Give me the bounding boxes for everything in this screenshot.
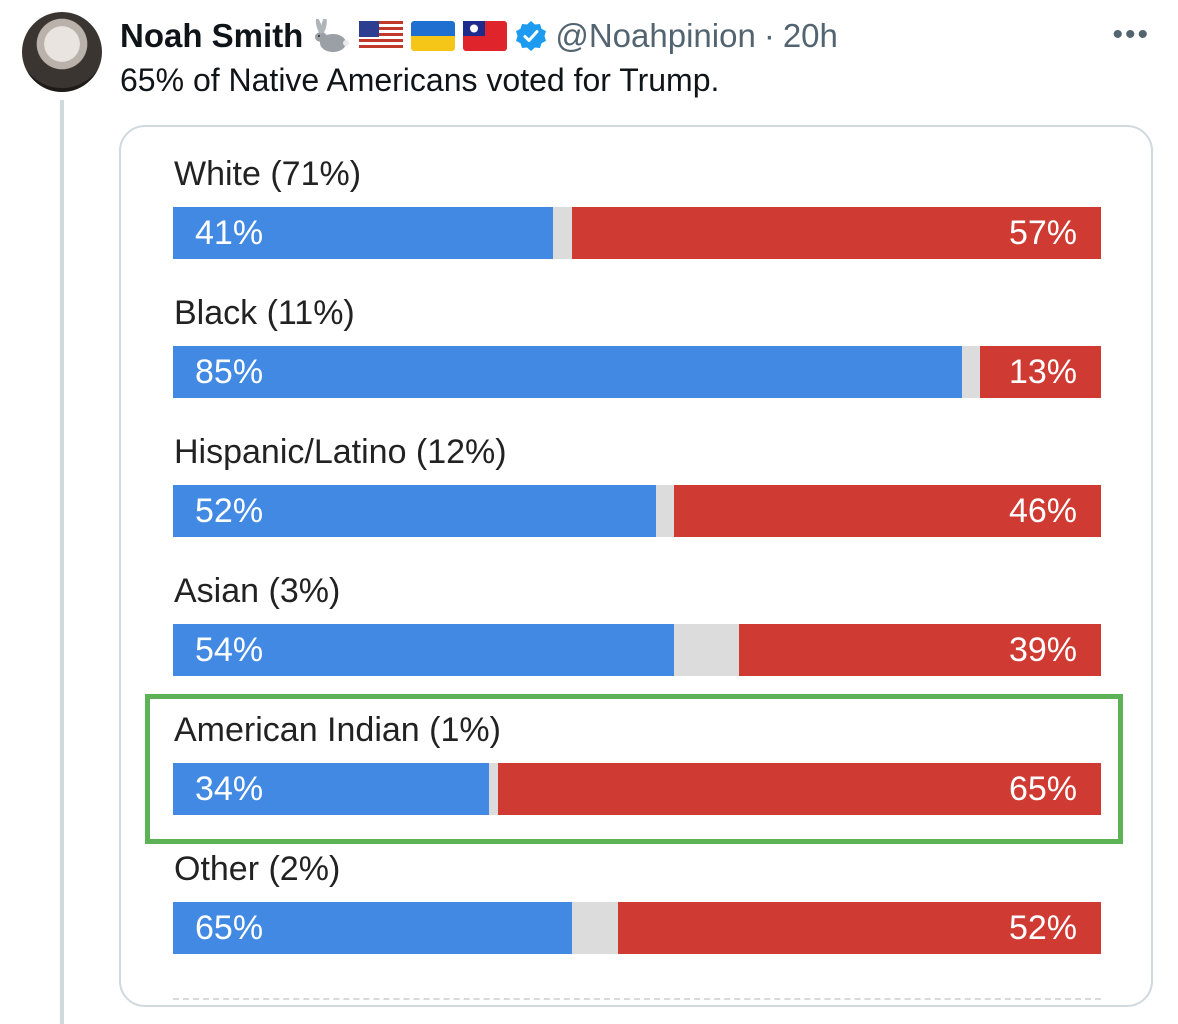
stacked-bar: 65% 52% <box>173 902 1101 954</box>
author-handle[interactable]: @Noahpinion <box>555 17 756 54</box>
stacked-bar: 85% 13% <box>173 346 1101 398</box>
data-label-red: 52% <box>1008 909 1077 947</box>
bar-segment-blue <box>173 902 573 954</box>
separator-dot: · <box>763 17 775 54</box>
bar-segment-blue <box>173 346 962 398</box>
chart-image-card[interactable]: White (71%) 41% 57% Black (11%) 85% 13% Hispan… <box>119 125 1153 1007</box>
author-avatar[interactable] <box>22 12 102 92</box>
verified-badge-icon <box>515 20 547 52</box>
category-label: Other (2%) <box>174 850 341 888</box>
data-label-red: 65% <box>1008 770 1077 808</box>
data-label-blue: 52% <box>195 492 264 530</box>
category-label: Asian (3%) <box>174 572 341 610</box>
bar-segment-red <box>980 346 1101 398</box>
bar-segment-red <box>497 763 1101 815</box>
data-label-blue: 85% <box>195 353 264 391</box>
stacked-bar: 41% 57% <box>173 207 1101 259</box>
category-label: White (71%) <box>174 155 362 193</box>
category-label: Black (11%) <box>174 294 355 332</box>
bar-segment-blue <box>173 485 656 537</box>
taiwan-flag-icon <box>463 21 508 51</box>
bar-segment-red <box>618 902 1101 954</box>
author-name[interactable]: Noah Smith <box>120 17 304 54</box>
tweet-timestamp[interactable]: 20h <box>782 17 838 54</box>
bar-segment-red <box>572 207 1101 259</box>
category-label: American Indian (1%) <box>174 711 501 749</box>
stacked-bar: 52% 46% <box>173 485 1101 537</box>
us-flag-icon <box>359 21 404 51</box>
rabbit-icon <box>311 19 351 53</box>
data-label-blue: 54% <box>195 631 264 669</box>
tweet-header: Noah Smith <box>120 14 838 58</box>
tweet-text: 65% of Native Americans voted for Trump. <box>120 62 720 98</box>
data-label-blue: 65% <box>195 909 264 947</box>
data-label-blue: 34% <box>195 770 264 808</box>
highlight-box <box>145 694 1123 844</box>
stacked-bar: 54% 39% <box>173 624 1101 676</box>
category-label: Hispanic/Latino (12%) <box>174 433 507 471</box>
divider-dashes <box>173 998 1101 1000</box>
data-label-blue: 41% <box>195 214 264 252</box>
bar-segment-blue <box>173 624 675 676</box>
ukraine-flag-icon <box>411 21 456 51</box>
bar-segment-blue <box>173 763 489 815</box>
data-label-red: 57% <box>1008 214 1077 252</box>
data-label-red: 39% <box>1008 631 1077 669</box>
data-label-red: 13% <box>1008 353 1077 391</box>
data-label-red: 46% <box>1008 492 1077 530</box>
bar-segment-red <box>739 624 1101 676</box>
thread-line <box>60 100 64 1024</box>
bar-segment-blue <box>173 207 554 259</box>
bar-segment-red <box>674 485 1101 537</box>
stacked-bar: 34% 65% <box>173 763 1101 815</box>
more-options-icon[interactable]: ••• <box>1112 18 1150 51</box>
